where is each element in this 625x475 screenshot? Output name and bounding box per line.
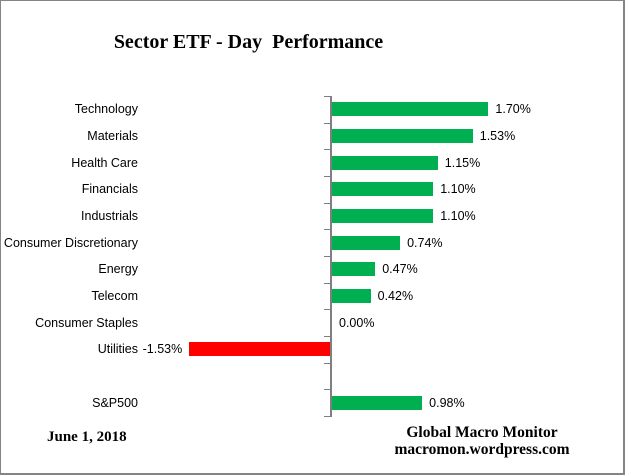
chart-row: Materials 1.53%	[1, 123, 623, 150]
performance-bar	[332, 288, 371, 303]
chart-row: Consumer Discretionary 0.74%	[1, 229, 623, 256]
performance-bar	[332, 208, 434, 223]
performance-bar	[332, 182, 434, 197]
category-label: S&P500	[92, 395, 138, 410]
axis-tick	[324, 256, 330, 257]
plot-area: Technology 1.70% Materials 1.53% Health …	[1, 96, 623, 417]
category-label	[1, 363, 138, 390]
category-label: Energy	[98, 262, 138, 277]
chart-row: Consumer Staples 0.00%	[1, 309, 623, 336]
category-label: Technology	[74, 102, 138, 117]
value-label: 0.47%	[382, 262, 418, 277]
credit-line-2: macromon.wordpress.com	[394, 441, 570, 458]
chart-row: Technology 1.70%	[1, 96, 623, 123]
value-label: 1.15%	[444, 155, 481, 170]
chart-row	[1, 363, 623, 390]
category-label: Telecom	[91, 288, 138, 303]
value-label: -1.53%	[142, 342, 183, 357]
value-label: 0.42%	[377, 288, 414, 303]
performance-bar	[189, 342, 330, 357]
axis-tick	[324, 229, 330, 230]
credit-line-1: Global Macro Monitor	[406, 424, 558, 441]
axis-tick	[324, 203, 330, 204]
axis-tick	[324, 96, 330, 97]
axis-tick	[324, 149, 330, 150]
credit-block: Global Macro Monitor macromon.wordpress.…	[362, 424, 602, 458]
chart-row: Telecom 0.42%	[1, 283, 623, 310]
category-label: Industrials	[81, 208, 138, 223]
performance-bar	[332, 102, 489, 117]
chart-row: Energy 0.47%	[1, 256, 623, 283]
chart-row: Industrials 1.10%	[1, 203, 623, 230]
category-label: Health Care	[71, 155, 138, 170]
category-label: Financials	[81, 182, 138, 197]
axis-tick	[324, 309, 330, 310]
category-label: Consumer Discretionary	[3, 235, 138, 250]
date-label: June 1, 2018	[47, 429, 127, 445]
category-label: Materials	[87, 128, 138, 143]
axis-tick	[324, 363, 330, 364]
y-axis-line	[330, 96, 332, 417]
category-label: Utilities	[97, 342, 138, 357]
axis-tick	[324, 416, 330, 417]
value-label: 0.00%	[339, 315, 375, 330]
value-label: 1.53%	[479, 128, 516, 143]
chart-title: Sector ETF - Day Performance	[113, 31, 384, 53]
chart-row: Health Care 1.15%	[1, 149, 623, 176]
performance-bar	[332, 128, 473, 143]
value-label: 1.70%	[495, 102, 531, 117]
performance-bar	[332, 155, 438, 170]
chart-row: S&P500 0.98%	[1, 389, 623, 416]
performance-bar	[332, 262, 376, 277]
value-label: 0.98%	[429, 395, 465, 410]
category-label: Consumer Staples	[35, 315, 138, 330]
performance-bar	[332, 235, 401, 250]
value-label: 1.10%	[440, 182, 476, 197]
axis-tick	[324, 336, 330, 337]
axis-tick	[324, 123, 330, 124]
axis-tick	[324, 283, 330, 284]
value-label: 1.10%	[440, 208, 476, 223]
performance-bar	[332, 395, 423, 410]
axis-tick	[324, 389, 330, 390]
value-label: 0.74%	[407, 235, 443, 250]
chart-row: Utilities -1.53%	[1, 336, 623, 363]
axis-tick	[324, 176, 330, 177]
chart-row: Financials 1.10%	[1, 176, 623, 203]
